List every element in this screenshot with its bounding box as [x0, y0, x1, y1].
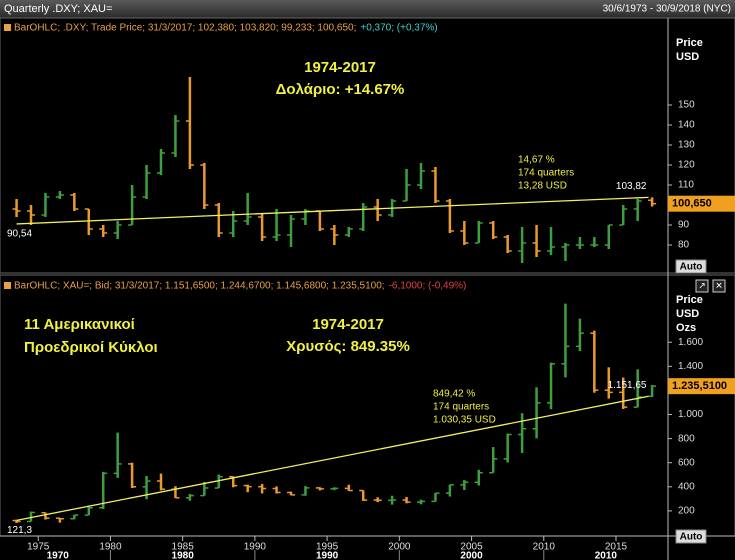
y-tick-label: 400	[678, 481, 695, 492]
x-tick-label: 2015	[605, 542, 628, 553]
legend-swatch	[4, 24, 11, 31]
annotation: 1.030,35 USD	[433, 415, 496, 426]
trend-end-label: 103,82	[616, 181, 647, 192]
x-tick-label: 1990	[244, 542, 267, 553]
last-value-label: 1.235,5100	[672, 380, 727, 392]
legend-text: BarOHLC; XAU=; Bid; 31/3/2017; 1.151,650…	[14, 281, 385, 292]
x-tick-label: 1975	[27, 542, 50, 553]
y-tick-label: 1.000	[678, 409, 703, 420]
y-tick-label: 1.600	[678, 337, 703, 348]
axis-unit-label: USD	[676, 51, 699, 63]
y-tick-label: 200	[678, 506, 695, 517]
annotation: 14,67 %	[518, 155, 555, 166]
panel-button[interactable]	[712, 279, 726, 293]
header-title: Quarterly .DXY; XAU=	[4, 3, 112, 15]
x-tick-label: 1980	[99, 542, 122, 553]
decade-label: 1990	[316, 551, 339, 560]
annotation: Δολάριο: +14.67%	[276, 81, 405, 98]
last-value-box	[668, 195, 735, 212]
annotation: 849,42 %	[433, 389, 475, 400]
y-tick-label: 120	[678, 160, 695, 171]
last-value-box	[668, 378, 735, 395]
trend-line	[16, 196, 649, 225]
x-tick-label: 2005	[460, 542, 483, 553]
trend-line	[16, 395, 649, 522]
scale-button[interactable]	[675, 529, 707, 544]
annotation: 1974-2017	[304, 59, 376, 76]
scale-button[interactable]	[675, 259, 707, 274]
last-value-label: 100,650	[672, 198, 712, 210]
trend-end-label: 1.151,65	[608, 380, 647, 391]
axis-unit-label: Price	[676, 37, 703, 49]
legend-text: BarOHLC; .DXY; Trade Price; 31/3/2017; 1…	[14, 23, 356, 34]
scale-button-label[interactable]: Auto	[680, 262, 703, 273]
y-tick-label: 110	[678, 180, 694, 191]
y-tick-label: 80	[678, 240, 690, 251]
panel-button-icon[interactable]: ✕	[715, 280, 723, 290]
panel-button-icon[interactable]: ↗	[698, 280, 706, 290]
annotation: Χρυσός: 849.35%	[286, 338, 410, 355]
y-tick-label: 1.400	[678, 361, 703, 372]
x-tick-label: 2010	[533, 542, 556, 553]
y-tick-label: 800	[678, 433, 695, 444]
x-tick-label: 1995	[316, 542, 339, 553]
trend-start-label: 121,3	[7, 525, 32, 536]
decade-label: 1970	[47, 551, 70, 560]
annotation: 174 quarters	[518, 168, 574, 179]
annotation: 13,28 USD	[518, 181, 567, 192]
axis-unit-label: USD	[676, 308, 699, 320]
x-tick-label: 1985	[172, 542, 195, 553]
annotation: Προεδρικοί Κύκλοι	[24, 339, 158, 356]
decade-label: 2000	[460, 551, 483, 560]
x-tick-label: 2000	[388, 542, 411, 553]
y-tick-label: 600	[678, 457, 695, 468]
y-tick-label: 90	[678, 220, 690, 231]
decade-label: 1980	[172, 551, 195, 560]
annotation: 1974-2017	[312, 316, 384, 333]
legend-change: -6,1000; (-0,49%)	[389, 281, 467, 292]
decade-label: 2010	[595, 551, 618, 560]
header-range: 30/6/1973 - 30/9/2018 (NYC)	[603, 4, 731, 15]
y-tick-label: 140	[678, 120, 695, 131]
panel-frame	[0, 17, 735, 274]
axis-unit-label: Ozs	[676, 322, 696, 334]
legend-change: +0,370; (+0,37%)	[360, 23, 437, 34]
header-bar	[0, 0, 735, 18]
legend-swatch	[4, 282, 11, 289]
axis-unit-label: Price	[676, 294, 703, 306]
annotation: 11 Αμερικανικοί	[24, 316, 135, 333]
panel-button[interactable]	[695, 279, 709, 293]
scale-button-label[interactable]: Auto	[680, 532, 703, 543]
trend-start-label: 90,54	[7, 229, 32, 240]
y-tick-label: 130	[678, 140, 695, 151]
panel-frame	[0, 274, 735, 537]
annotation: 174 quarters	[433, 402, 489, 413]
y-tick-label: 150	[678, 100, 695, 111]
